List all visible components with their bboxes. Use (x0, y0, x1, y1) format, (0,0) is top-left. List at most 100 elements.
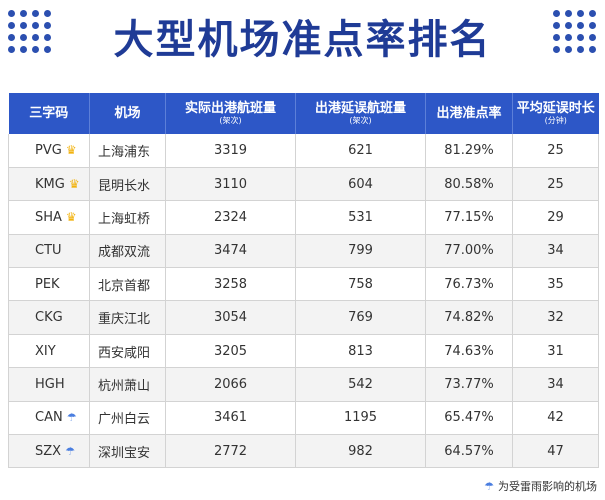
table-body: PVG ♛ 上海浦东 3319 621 81.29% 25 KMG ♛ 昆明长水 3110 604 80… (8, 134, 599, 469)
legend: ☂ 为受雷雨影响的机场 (484, 478, 597, 494)
table-row: CKG 重庆江北 3054 769 74.82% 32 (8, 300, 599, 335)
table-row: XIY 西安咸阳 3205 813 74.63% 31 (8, 334, 599, 369)
airport-code-cell: PVG ♛ (8, 134, 90, 168)
airport-name-cell: 上海虹桥 (89, 200, 166, 235)
on-time-rate-cell: 76.73% (425, 267, 513, 302)
actual-departures-cell: 2772 (165, 434, 296, 469)
on-time-rate-cell: 77.15% (425, 200, 513, 235)
airport-code-cell: SHA ♛ (8, 200, 90, 235)
table-row: CTU 成都双流 3474 799 77.00% 34 (8, 234, 599, 269)
delayed-departures-cell: 1195 (295, 401, 426, 436)
avg-delay-cell: 35 (512, 267, 599, 302)
airport-name-cell: 成都双流 (89, 234, 166, 269)
delayed-departures-cell: 604 (295, 167, 426, 202)
delayed-departures-cell: 769 (295, 300, 426, 335)
thunderstorm-icon: ☂ (66, 411, 77, 425)
column-header-on-time-rate: 出港准点率 (425, 93, 513, 134)
airport-name-cell: 上海浦东 (89, 134, 166, 168)
avg-delay-cell: 32 (512, 300, 599, 335)
column-header-delayed-departures: 出港延误航班量 (架次) (295, 93, 426, 134)
airport-code-cell: CTU (8, 234, 90, 269)
table-row: SZX ☂ 深圳宝安 2772 982 64.57% 47 (8, 434, 599, 469)
delayed-departures-cell: 542 (295, 367, 426, 402)
column-header-avg-delay: 平均延误时长 (分钟) (512, 93, 599, 134)
on-time-rate-cell: 74.82% (425, 300, 513, 335)
airport-name-cell: 杭州萧山 (89, 367, 166, 402)
table-row: HGH 杭州萧山 2066 542 73.77% 34 (8, 367, 599, 402)
actual-departures-cell: 3205 (165, 334, 296, 369)
airport-name-cell: 西安咸阳 (89, 334, 166, 369)
delayed-departures-cell: 799 (295, 234, 426, 269)
thunderstorm-icon: ☂ (65, 444, 75, 458)
airport-code: SHA (35, 209, 62, 225)
actual-departures-cell: 2324 (165, 200, 296, 235)
airport-code: CKG (35, 310, 63, 326)
page-title: 大型机场准点率排名 (113, 17, 492, 63)
on-time-rate-cell: 81.29% (425, 134, 513, 168)
avg-delay-cell: 25 (512, 134, 599, 168)
airport-name-cell: 广州白云 (89, 401, 166, 436)
table-row: CAN ☂ 广州白云 3461 1195 65.47% 42 (8, 401, 599, 436)
airport-ranking-table: 三字码 机场 实际出港航班量 (架次) 出港延误航班量 (架次) 出港准点率 平均延… (8, 93, 599, 469)
airport-name-cell: 昆明长水 (89, 167, 166, 202)
actual-departures-cell: 3474 (165, 234, 296, 269)
table-row: SHA ♛ 上海虹桥 2324 531 77.15% 29 (8, 200, 599, 235)
on-time-rate-cell: 65.47% (425, 401, 513, 436)
delayed-departures-cell: 982 (295, 434, 426, 469)
actual-departures-cell: 3461 (165, 401, 296, 436)
table-row: PEK 北京首都 3258 758 76.73% 35 (8, 267, 599, 302)
delayed-departures-cell: 621 (295, 134, 426, 168)
table-row: KMG ♛ 昆明长水 3110 604 80.58% 25 (8, 167, 599, 202)
on-time-rate-cell: 73.77% (425, 367, 513, 402)
avg-delay-cell: 31 (512, 334, 599, 369)
airport-code: CTU (35, 243, 62, 259)
airport-code: SZX (35, 443, 62, 459)
avg-delay-cell: 34 (512, 234, 599, 269)
airport-code-cell: HGH (8, 367, 90, 402)
avg-delay-cell: 29 (512, 200, 599, 235)
column-header-airport: 机场 (89, 93, 166, 134)
airport-code-cell: CKG (8, 300, 90, 335)
crown-icon: ♛ (65, 143, 77, 158)
airport-code: KMG (35, 176, 65, 192)
airport-code-cell: CAN ☂ (8, 401, 90, 436)
actual-departures-cell: 3110 (165, 167, 296, 202)
actual-departures-cell: 3054 (165, 300, 296, 335)
decorative-dots-right (553, 10, 597, 66)
airport-code: XIY (35, 343, 56, 359)
on-time-rate-cell: 74.63% (425, 334, 513, 369)
column-header-code: 三字码 (8, 93, 90, 134)
airport-code: CAN (35, 410, 63, 426)
delayed-departures-cell: 531 (295, 200, 426, 235)
airport-code-cell: PEK (8, 267, 90, 302)
on-time-rate-cell: 77.00% (425, 234, 513, 269)
decorative-dots-left (8, 10, 52, 66)
delayed-departures-cell: 813 (295, 334, 426, 369)
on-time-rate-cell: 64.57% (425, 434, 513, 469)
table-row: PVG ♛ 上海浦东 3319 621 81.29% 25 (8, 134, 599, 168)
airport-code: PEK (35, 276, 60, 292)
avg-delay-cell: 34 (512, 367, 599, 402)
column-header-actual-departures: 实际出港航班量 (架次) (165, 93, 296, 134)
actual-departures-cell: 3319 (165, 134, 296, 168)
airport-code: PVG (35, 142, 62, 158)
airport-code-cell: KMG ♛ (8, 167, 90, 202)
actual-departures-cell: 3258 (165, 267, 296, 302)
table-header-row: 三字码 机场 实际出港航班量 (架次) 出港延误航班量 (架次) 出港准点率 平均延… (8, 93, 599, 134)
legend-text: 为受雷雨影响的机场 (498, 480, 597, 493)
airport-code: HGH (35, 376, 65, 392)
avg-delay-cell: 25 (512, 167, 599, 202)
airport-code-cell: SZX ☂ (8, 434, 90, 469)
actual-departures-cell: 2066 (165, 367, 296, 402)
avg-delay-cell: 47 (512, 434, 599, 469)
avg-delay-cell: 42 (512, 401, 599, 436)
thunderstorm-icon: ☂ (484, 480, 494, 493)
airport-name-cell: 重庆江北 (89, 300, 166, 335)
airport-code-cell: XIY (8, 334, 90, 369)
airport-name-cell: 深圳宝安 (89, 434, 166, 469)
crown-icon: ♛ (65, 210, 77, 225)
airport-name-cell: 北京首都 (89, 267, 166, 302)
crown-icon: ♛ (68, 177, 80, 192)
delayed-departures-cell: 758 (295, 267, 426, 302)
on-time-rate-cell: 80.58% (425, 167, 513, 202)
